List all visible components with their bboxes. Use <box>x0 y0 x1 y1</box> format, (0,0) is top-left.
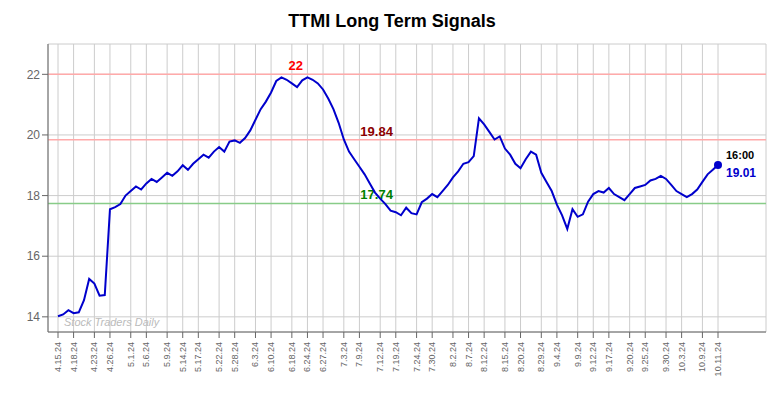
svg-text:7.24.24: 7.24.24 <box>412 342 422 372</box>
html-text:Stock Traders Daily: Stock Traders Daily <box>64 316 160 328</box>
svg-text:10.9.24: 10.9.24 <box>697 342 707 372</box>
svg-text:5.14.24: 5.14.24 <box>178 342 188 372</box>
svg-text:9.30.24: 9.30.24 <box>661 342 671 372</box>
svg-text:4.23.24: 4.23.24 <box>89 342 99 372</box>
svg-text:6.24.24: 6.24.24 <box>302 342 312 372</box>
svg-text:10.11.24: 10.11.24 <box>713 342 723 376</box>
svg-text:5.1.24: 5.1.24 <box>126 342 136 367</box>
svg-text:7.12.24: 7.12.24 <box>375 342 385 372</box>
svg-text:19.01: 19.01 <box>726 166 756 180</box>
svg-text:16:00: 16:00 <box>726 149 754 161</box>
svg-text:7.19.24: 7.19.24 <box>391 342 401 372</box>
svg-text:5.17.24: 5.17.24 <box>193 342 203 372</box>
svg-text:7.3.24: 7.3.24 <box>339 342 349 367</box>
svg-text:20: 20 <box>27 128 41 142</box>
svg-text:10.3.24: 10.3.24 <box>677 342 687 372</box>
svg-text:6.3.24: 6.3.24 <box>250 342 260 367</box>
svg-text:8.20.24: 8.20.24 <box>516 342 526 372</box>
svg-text:6.18.24: 6.18.24 <box>287 342 297 372</box>
svg-text:5.6.24: 5.6.24 <box>141 342 151 367</box>
svg-text:18: 18 <box>27 189 41 203</box>
svg-text:4.15.24: 4.15.24 <box>53 342 63 372</box>
svg-text:14: 14 <box>27 310 41 324</box>
svg-text:9.4.24: 9.4.24 <box>552 342 562 367</box>
svg-text:4.18.24: 4.18.24 <box>69 342 79 372</box>
svg-text:5.9.24: 5.9.24 <box>162 342 172 367</box>
svg-text:7.30.24: 7.30.24 <box>427 342 437 372</box>
svg-text:8.15.24: 8.15.24 <box>500 342 510 372</box>
svg-text:8.7.24: 8.7.24 <box>464 342 474 367</box>
svg-text:6.10.24: 6.10.24 <box>266 342 276 372</box>
svg-text:9.12.24: 9.12.24 <box>588 342 598 372</box>
svg-text:22: 22 <box>288 58 302 73</box>
svg-text:9.9.24: 9.9.24 <box>573 342 583 367</box>
svg-text:22: 22 <box>27 68 41 82</box>
svg-text:6.27.24: 6.27.24 <box>318 342 328 372</box>
svg-text:4.26.24: 4.26.24 <box>105 342 115 372</box>
svg-text:9.25.24: 9.25.24 <box>640 342 650 372</box>
svg-text:7.9.24: 7.9.24 <box>354 342 364 367</box>
svg-text:8.29.24: 8.29.24 <box>536 342 546 372</box>
svg-text:8.2.24: 8.2.24 <box>448 342 458 367</box>
svg-text:5.22.24: 5.22.24 <box>214 342 224 372</box>
svg-text:5.28.24: 5.28.24 <box>230 342 240 372</box>
svg-text:17.74: 17.74 <box>360 187 393 203</box>
svg-text:16: 16 <box>27 249 41 263</box>
svg-text:9.17.24: 9.17.24 <box>604 342 614 372</box>
svg-text:8.12.24: 8.12.24 <box>479 342 489 372</box>
svg-text:9.20.24: 9.20.24 <box>625 342 635 372</box>
html-text:TTMI Long Term Signals: TTMI Long Term Signals <box>288 11 496 31</box>
svg-text:19.84: 19.84 <box>360 124 393 139</box>
